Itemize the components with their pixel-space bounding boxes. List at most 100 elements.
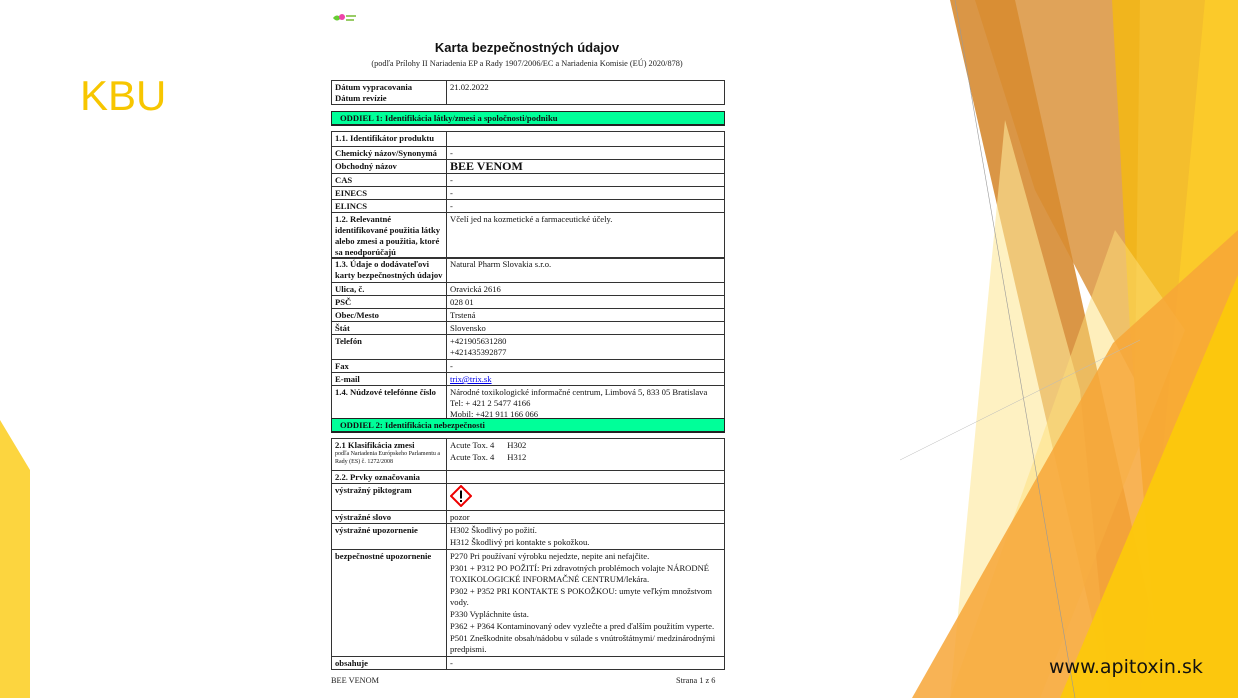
row-label: 1.4. Núdzové telefónne číslo xyxy=(331,385,447,421)
row-value: Národné toxikologické informačné centrum… xyxy=(446,385,725,421)
value-line: H312 Škodlivý pri kontakte s pokožkou. xyxy=(450,537,590,547)
row-label: Obec/Mesto xyxy=(331,308,447,322)
row-label: EINECS xyxy=(331,186,447,200)
row-label: výstražný piktogram xyxy=(331,483,447,511)
row-value xyxy=(446,131,725,147)
ghs-exclamation-icon xyxy=(449,484,473,508)
row-label: Telefón xyxy=(331,334,447,360)
table-row: 2.2. Prvky označovania xyxy=(331,470,725,484)
value-line: H302 Škodlivý po požití. xyxy=(450,525,537,535)
value-line: Mobil: +421 911 166 066 xyxy=(450,409,539,419)
table-row: PSČ 028 01 xyxy=(331,295,725,309)
row-value: - xyxy=(446,173,725,187)
dates-table: Dátum vypracovania Dátum revízie 21.02.20… xyxy=(331,80,725,105)
table-row: 1.3. Údaje o dodávateľovi karty bezpečno… xyxy=(331,257,725,283)
row-value: P270 Pri používaní výrobku nejedzte, nep… xyxy=(446,549,725,657)
row-label: Štát xyxy=(331,321,447,335)
row-label: 1.3. Údaje o dodávateľovi karty bezpečno… xyxy=(331,257,447,283)
row-value: - xyxy=(446,199,725,213)
table-row: Obchodný názov BEE VENOM xyxy=(331,159,725,174)
table-row: E-mail trix@trix.sk xyxy=(331,372,725,386)
row-label: výstražné slovo xyxy=(331,510,447,524)
value-line: P302 + P352 PRI KONTAKTE S POKOŽKOU: umy… xyxy=(450,586,715,607)
website-label: www.apitoxin.sk xyxy=(1049,656,1203,678)
table-row: Obec/Mesto Trstená xyxy=(331,308,725,322)
row-value: Oravická 2616 xyxy=(446,282,725,296)
value-line: Acute Tox. 4 H312 xyxy=(450,452,527,462)
product-identification-table: 1.1. Identifikátor produktu Chemický názo… xyxy=(331,131,725,259)
row-label: CAS xyxy=(331,173,447,187)
table-row: Fax - xyxy=(331,359,725,373)
email-link[interactable]: trix@trix.sk xyxy=(450,374,492,384)
row-value: H302 Škodlivý po požití. H312 Škodlivý pr… xyxy=(446,523,725,550)
table-row: CAS - xyxy=(331,173,725,187)
date-value: 21.02.2022 xyxy=(446,80,725,105)
section-1-header: ODDIEL 1: Identifikácia látky/zmesi a sp… xyxy=(331,111,725,126)
row-label: ELINCS xyxy=(331,199,447,213)
table-row: ELINCS - xyxy=(331,199,725,213)
row-value: Trstená xyxy=(446,308,725,322)
value-line: Acute Tox. 4 H302 xyxy=(450,440,527,450)
row-label: 2.2. Prvky označovania xyxy=(331,470,447,484)
row-value: - xyxy=(446,186,725,200)
row-value: - xyxy=(446,359,725,373)
row-label: 1.2. Relevantné identifikované použitia … xyxy=(331,212,447,259)
row-label: výstražné upozornenie xyxy=(331,523,447,550)
row-label: Fax xyxy=(331,359,447,373)
row-value: Včelí jed na kozmetické a farmaceutické … xyxy=(446,212,725,259)
table-row: Štát Slovensko xyxy=(331,321,725,335)
row-label: bezpečnostné upozornenie xyxy=(331,549,447,657)
row-label: 2.1 Klasifikácia zmesi podľa Nariadenia E… xyxy=(331,438,447,471)
row-value: 028 01 xyxy=(446,295,725,309)
table-row: 2.1 Klasifikácia zmesi podľa Nariadenia E… xyxy=(331,438,725,471)
row-value: BEE VENOM xyxy=(446,159,725,174)
table-row: Ulica, č. Oravická 2616 xyxy=(331,282,725,296)
row-label: Obchodný názov xyxy=(331,159,447,174)
value-line: P330 Vypláchnite ústa. xyxy=(450,609,529,619)
table-row: bezpečnostné upozornenie P270 Pri používa… xyxy=(331,549,725,657)
table-row: 1.2. Relevantné identifikované použitia … xyxy=(331,212,725,259)
company-logo xyxy=(333,14,356,21)
table-row: 1.1. Identifikátor produktu xyxy=(331,131,725,147)
table-row: Chemický názov/Synonymá - xyxy=(331,146,725,160)
document-subtitle: (podľa Prílohy II Nariadenia EP a Rady 1… xyxy=(371,59,683,68)
row-value: pozor xyxy=(446,510,725,524)
value-line: P301 + P312 PO POŽITÍ: Pri zdravotných p… xyxy=(450,563,712,584)
value-line: P362 + P364 Kontaminovaný odev vyzlečte … xyxy=(450,621,715,631)
footer-product: BEE VENOM xyxy=(331,676,380,685)
dates-labels: Dátum vypracovania Dátum revízie xyxy=(331,80,447,105)
table-row: 1.4. Núdzové telefónne číslo Národné toxi… xyxy=(331,385,725,421)
row-value xyxy=(446,470,725,484)
footer-page-number: Strana 1 z 6 xyxy=(676,676,716,685)
row-value: - xyxy=(446,656,725,670)
value-line: Tel: + 421 2 5477 4166 xyxy=(450,398,531,408)
row-value xyxy=(446,483,725,511)
row-value: Natural Pharm Slovakia s.r.o. xyxy=(446,257,725,283)
row-label: obsahuje xyxy=(331,656,447,670)
slide-heading: KBU xyxy=(80,72,167,119)
table-row: EINECS - xyxy=(331,186,725,200)
table-row: výstražné upozornenie H302 Škodlivý po po… xyxy=(331,523,725,550)
value-line: P501 Zneškodnite obsah/nádobu v súlade s… xyxy=(450,633,718,654)
row-value: - xyxy=(446,146,725,160)
row-label: 1.1. Identifikátor produktu xyxy=(331,131,447,147)
table-row: obsahuje - xyxy=(331,656,725,670)
row-value: Acute Tox. 4 H302 Acute Tox. 4 H312 xyxy=(446,438,725,471)
row-note: podľa Nariadenia Európskeho Parlamentu a… xyxy=(335,451,441,465)
table-row: výstražné slovo pozor xyxy=(331,510,725,524)
table-row: výstražný piktogram xyxy=(331,483,725,511)
value-line: P270 Pri používaní výrobku nejedzte, nep… xyxy=(450,551,650,561)
row-label: Ulica, č. xyxy=(331,282,447,296)
row-value: Slovensko xyxy=(446,321,725,335)
section-2-header: ODDIEL 2: Identifikácia nebezpečnosti xyxy=(331,418,725,433)
value-line: Národné toxikologické informačné centrum… xyxy=(450,387,708,397)
row-label: Chemický názov/Synonymá xyxy=(331,146,447,160)
value-line: +421905631280 xyxy=(450,336,507,346)
document-title: Karta bezpečnostných údajov xyxy=(434,40,620,55)
supplier-table: 1.3. Údaje o dodávateľovi karty bezpečno… xyxy=(331,257,725,421)
hazard-table: 2.1 Klasifikácia zmesi podľa Nariadenia E… xyxy=(331,438,725,670)
row-value: trix@trix.sk xyxy=(446,372,725,386)
value-line: +421435392877 xyxy=(450,347,507,357)
row-label: PSČ xyxy=(331,295,447,309)
